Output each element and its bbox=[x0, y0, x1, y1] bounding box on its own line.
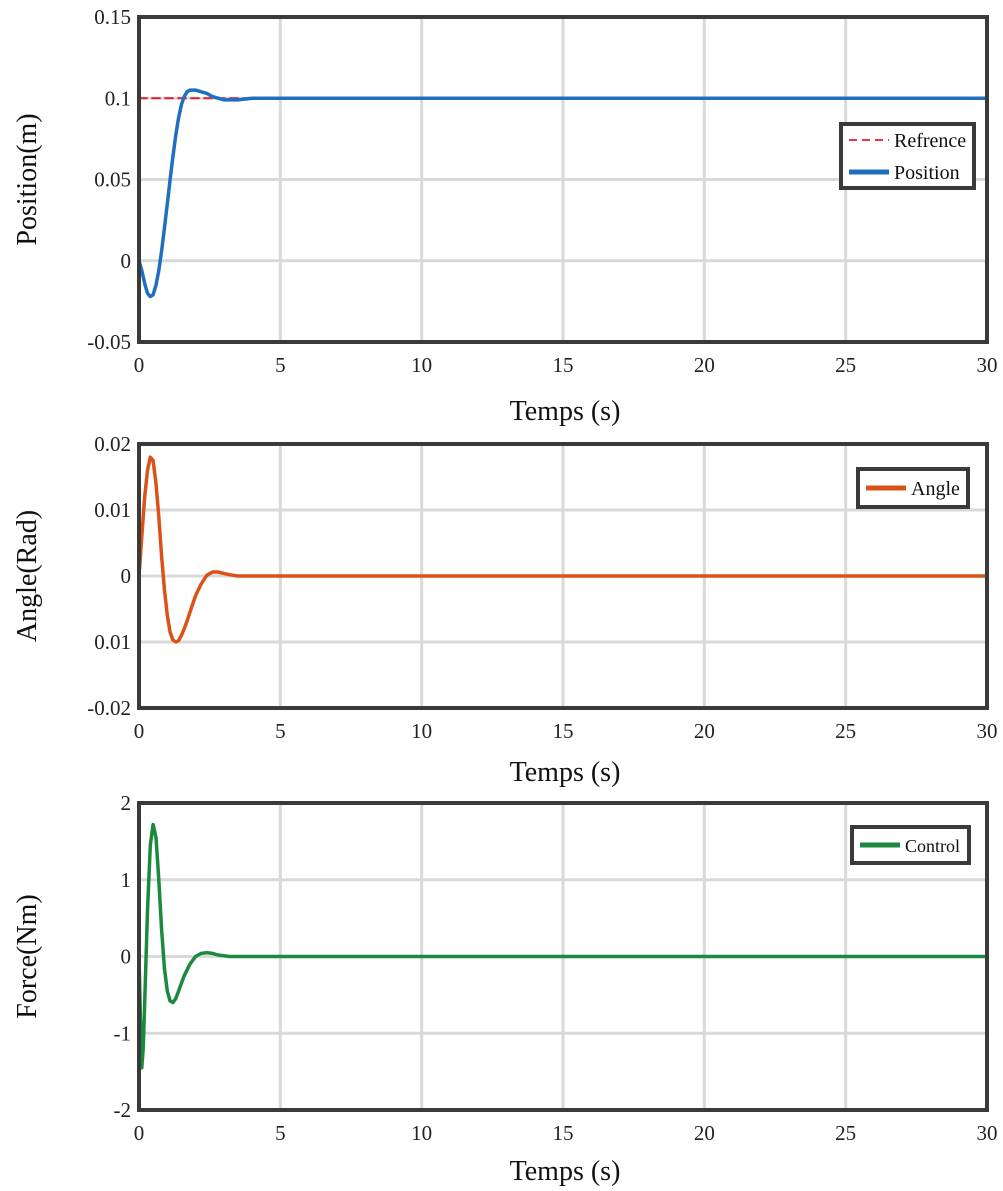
x-tick-label: 15 bbox=[553, 353, 574, 377]
x-tick-label: 10 bbox=[411, 1121, 432, 1145]
x-tick-label: 15 bbox=[553, 719, 574, 743]
legend: Refrence Position bbox=[839, 122, 976, 190]
series-line-control bbox=[137, 822, 989, 1070]
x-tick-label: 0 bbox=[134, 353, 145, 377]
plot-3: 0 5 10 15 20 25 30 -2 -1 0 1 2 Temps (s) Force(Nm) Con… bbox=[12, 791, 998, 1187]
legend-label-position: Position bbox=[894, 162, 960, 184]
y-tick-label: 2 bbox=[121, 791, 132, 815]
y-tick-label: -0.05 bbox=[87, 330, 131, 354]
x-axis-label: Temps (s) bbox=[510, 757, 621, 788]
series-line-position bbox=[137, 88, 989, 299]
y-tick-label: 0.01 bbox=[94, 630, 131, 654]
x-tick-label: 25 bbox=[835, 353, 856, 377]
x-tick-label: 10 bbox=[411, 353, 432, 377]
axes-frame bbox=[137, 801, 989, 1112]
y-tick-label: -0.02 bbox=[87, 696, 131, 720]
plot-2: 0 5 10 15 20 25 30 -0.02 0.01 0 0.01 0.02 Temps (s) A… bbox=[12, 432, 998, 788]
y-tick-label: -2 bbox=[114, 1098, 132, 1122]
x-tick-label: 20 bbox=[694, 353, 715, 377]
legend-box bbox=[839, 122, 976, 190]
y-tick-label: 0 bbox=[121, 945, 132, 969]
y-axis-label: Angle(Rad) bbox=[12, 510, 43, 642]
x-tick-label: 30 bbox=[977, 353, 998, 377]
y-tick-label: 0 bbox=[121, 564, 132, 588]
legend: Angle bbox=[856, 467, 970, 509]
y-axis-label: Position(m) bbox=[12, 113, 43, 245]
axes-frame bbox=[137, 15, 989, 344]
x-tick-label: 15 bbox=[553, 1121, 574, 1145]
y-tick-label: -1 bbox=[114, 1021, 132, 1045]
legend: Control bbox=[850, 825, 971, 865]
y-tick-label: 1 bbox=[121, 868, 132, 892]
y-tick-label: 0.15 bbox=[94, 5, 131, 29]
legend-label-control: Control bbox=[905, 836, 960, 856]
x-tick-label: 20 bbox=[694, 1121, 715, 1145]
y-tick-label: 0.02 bbox=[94, 432, 131, 456]
series-line-angle bbox=[137, 455, 989, 644]
x-tick-label: 5 bbox=[275, 1121, 286, 1145]
legend-label-refrence: Refrence bbox=[894, 130, 966, 152]
x-tick-label: 0 bbox=[134, 719, 145, 743]
y-tick-label: 0.1 bbox=[105, 86, 131, 110]
axes-frame bbox=[137, 442, 989, 710]
y-tick-label: 0 bbox=[121, 249, 132, 273]
x-tick-label: 30 bbox=[977, 719, 998, 743]
y-tick-label: 0.01 bbox=[94, 498, 131, 522]
x-tick-label: 20 bbox=[694, 719, 715, 743]
x-tick-label: 25 bbox=[835, 1121, 856, 1145]
x-tick-label: 30 bbox=[977, 1121, 998, 1145]
x-tick-label: 25 bbox=[835, 719, 856, 743]
y-tick-label: 0.05 bbox=[94, 168, 131, 192]
x-axis-label: Temps (s) bbox=[510, 1156, 621, 1187]
x-tick-label: 10 bbox=[411, 719, 432, 743]
x-axis-label: Temps (s) bbox=[510, 396, 621, 427]
x-tick-label: 5 bbox=[275, 719, 286, 743]
legend-label-angle: Angle bbox=[911, 478, 960, 500]
x-tick-label: 5 bbox=[275, 353, 286, 377]
y-axis-label: Force(Nm) bbox=[12, 894, 43, 1018]
x-tick-label: 0 bbox=[134, 1121, 145, 1145]
